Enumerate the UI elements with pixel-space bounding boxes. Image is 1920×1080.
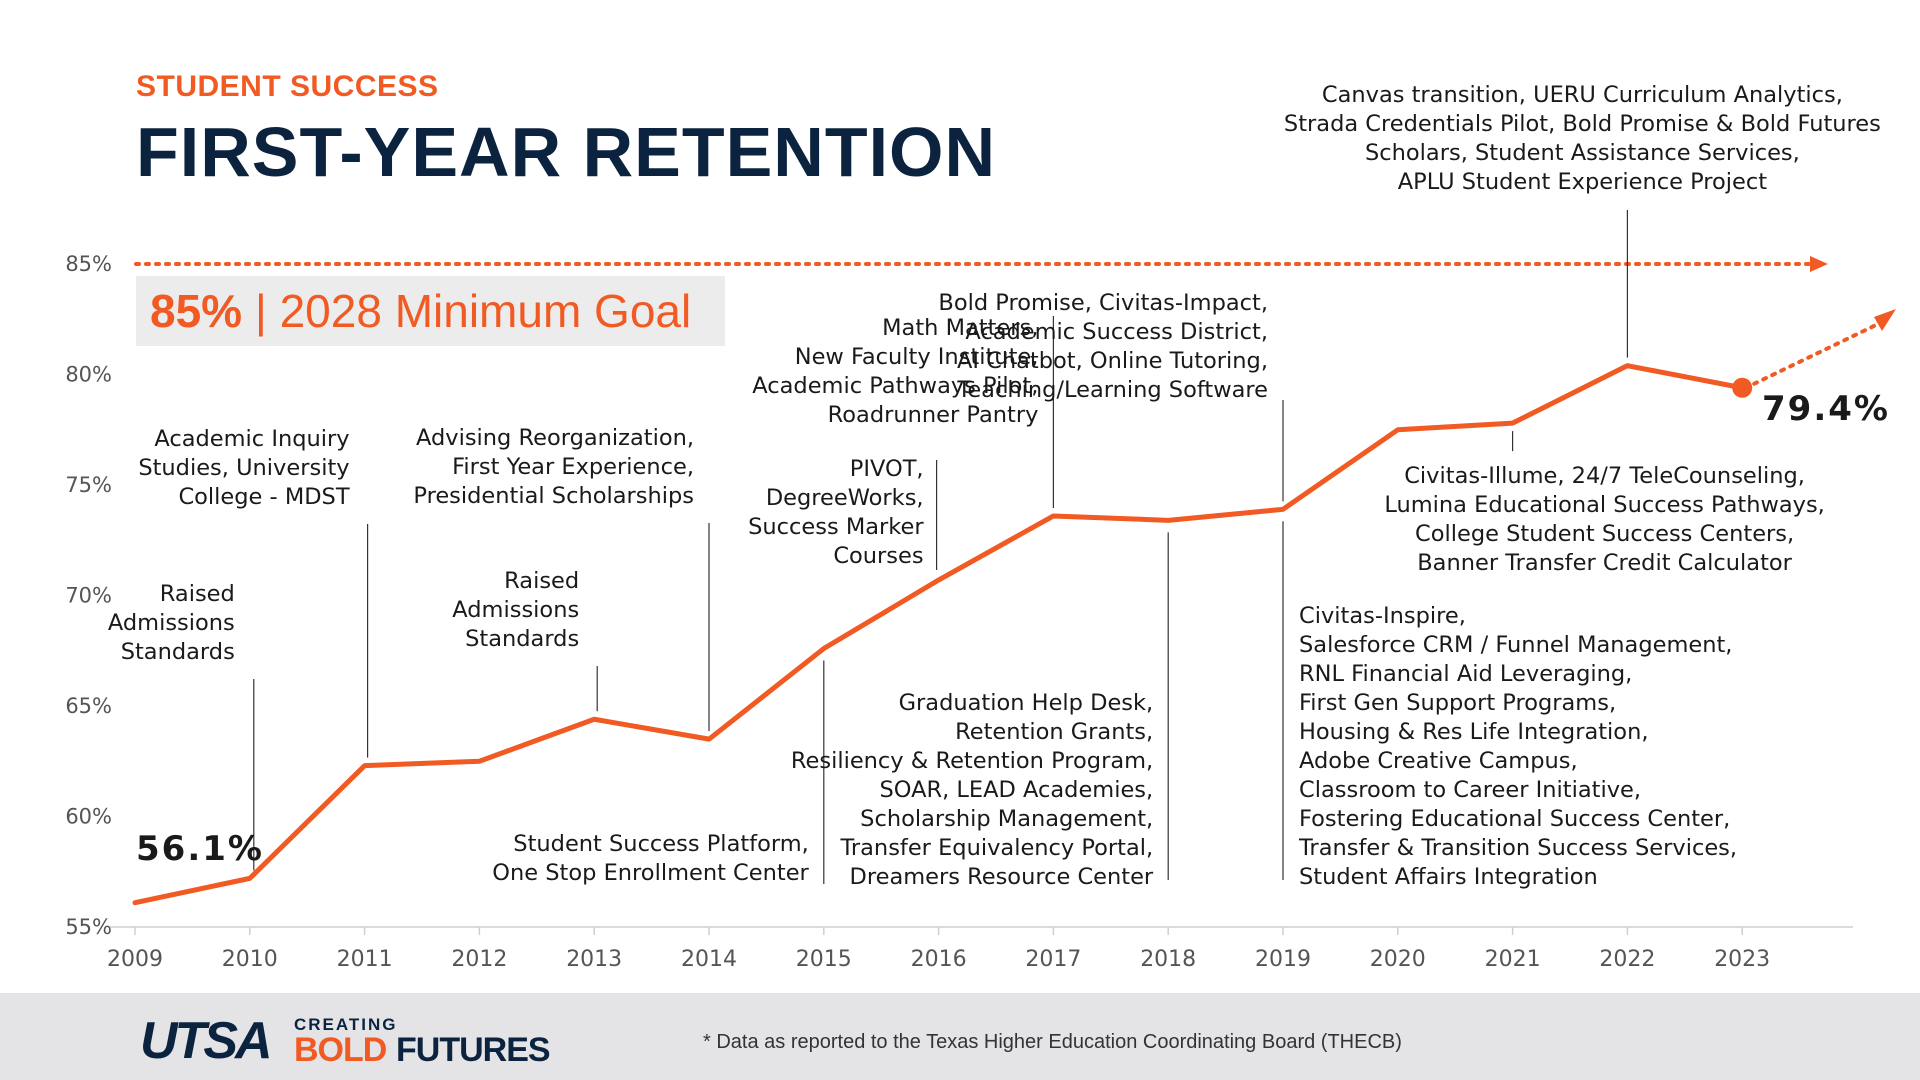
projection-line [1752, 322, 1880, 386]
y-tick-label: 60% [65, 805, 112, 829]
logo-futures: FUTURES [396, 1031, 551, 1069]
annotation-label: Advising Reorganization, First Year Exper… [413, 425, 694, 509]
x-tick-label: 2023 [1714, 947, 1770, 972]
projection-arrowhead [1874, 309, 1896, 332]
goal-callout: 85% | 2028 Minimum Goal [136, 276, 725, 346]
y-tick-label: 85% [65, 252, 112, 276]
x-tick-label: 2019 [1255, 947, 1311, 972]
x-tick-label: 2010 [222, 947, 278, 972]
x-tick-label: 2012 [451, 947, 507, 972]
annotation-label: Academic Inquiry Studies, University Colle… [138, 426, 350, 510]
footer-bar: UTSA CREATING BOLD FUTURES * Data as rep… [0, 993, 1920, 1080]
x-tick-label: 2022 [1599, 947, 1655, 972]
footnote: * Data as reported to the Texas Higher E… [703, 1031, 1402, 1053]
x-tick-label: 2009 [107, 947, 163, 972]
goal-separator: | [254, 285, 267, 337]
x-tick-label: 2018 [1140, 947, 1196, 972]
logo-utsa: UTSA [140, 1012, 273, 1070]
annotation-label: Raised Admissions Standards [108, 581, 235, 665]
y-tick-label: 55% [65, 915, 112, 939]
annotation-label: Civitas-Illume, 24/7 TeleCounseling, Lumi… [1384, 463, 1825, 576]
goal-value: 85% [150, 285, 243, 337]
x-tick-label: 2021 [1485, 947, 1541, 972]
end-point-marker [1732, 377, 1753, 398]
retention-line [132, 363, 1745, 906]
start-value-label: 56.1% [136, 829, 264, 869]
goal-arrowhead [1810, 256, 1828, 272]
logo-bold: BOLD [294, 1031, 387, 1069]
x-tick-label: 2017 [1025, 947, 1081, 972]
x-tick-label: 2015 [796, 947, 852, 972]
goal-label: 2028 Minimum Goal [279, 285, 692, 337]
annotation-label: Bold Promise, Civitas-Impact, Academic Su… [938, 290, 1268, 403]
x-tick-label: 2014 [681, 947, 737, 972]
x-tick-label: 2011 [337, 947, 393, 972]
logo-creating: CREATING [294, 1015, 398, 1034]
y-tick-label: 75% [65, 473, 112, 497]
annotation-label: Math Matters, New Faculty Institute, Acade… [752, 315, 1038, 428]
page-title: FIRST-YEAR RETENTION [136, 113, 997, 191]
end-value-label: 79.4% [1762, 389, 1890, 429]
y-tick-label: 70% [65, 584, 112, 608]
x-tick-label: 2016 [911, 947, 967, 972]
section-kicker: STUDENT SUCCESS [136, 70, 439, 103]
x-tick-label: 2013 [566, 947, 622, 972]
x-tick-label: 2020 [1370, 947, 1426, 972]
annotation-label: Civitas-Inspire, Salesforce CRM / Funnel … [1298, 603, 1737, 890]
y-tick-label: 80% [65, 363, 112, 387]
y-tick-label: 65% [65, 694, 112, 718]
annotation-label: Student Success Platform, One Stop Enroll… [492, 831, 809, 886]
annotation-label: Graduation Help Desk, Retention Grants, Re… [791, 690, 1154, 890]
annotation-label: Canvas transition, UERU Curriculum Analy… [1284, 82, 1881, 195]
retention-line-chart: 55% 60% 65% 70% 75% 80% 85% 2009 2010 2011 2012 201… [65, 82, 1896, 972]
annotation-label: PIVOT, DegreeWorks, Success Marker Courses [748, 456, 924, 569]
annotation-label: Raised Admissions Standards [452, 568, 579, 652]
